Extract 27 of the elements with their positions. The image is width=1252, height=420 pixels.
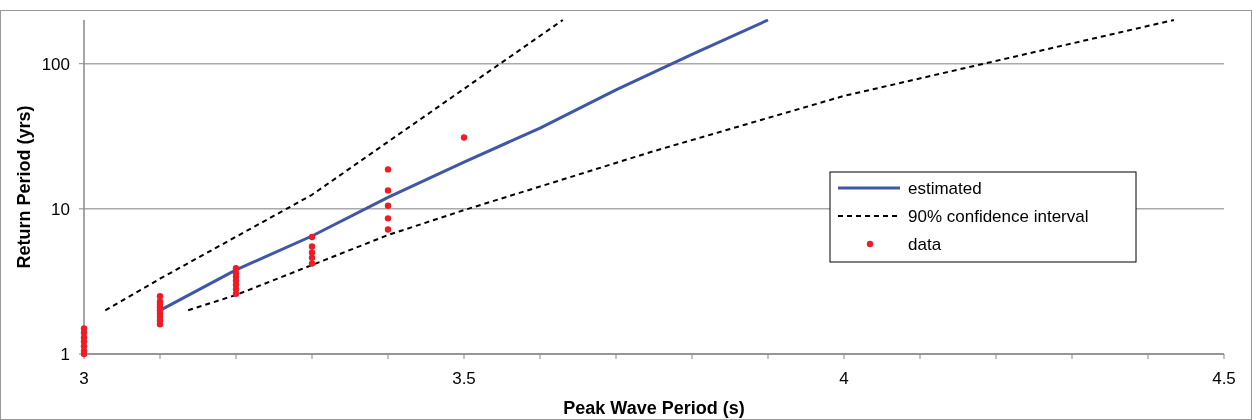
y-tick-label: 1 [60, 345, 70, 364]
line-series [187, 19, 1175, 312]
point [156, 321, 164, 328]
point [232, 290, 240, 297]
point [384, 166, 392, 173]
x-tick-label: 3 [79, 369, 89, 388]
point [384, 215, 392, 222]
legend-label: data [908, 235, 942, 254]
point [308, 243, 316, 250]
point [308, 260, 316, 267]
legend-label: estimated [908, 179, 982, 198]
x-tick-label: 4 [839, 369, 849, 388]
y-tick-label: 100 [41, 54, 70, 74]
point [384, 202, 392, 209]
legend-label: 90% confidence interval [908, 207, 1089, 226]
point [460, 134, 468, 141]
point [384, 187, 392, 194]
point [308, 254, 316, 261]
point [308, 233, 316, 241]
y-axis-title: Return Period (yrs) [14, 105, 34, 269]
point [384, 226, 392, 233]
y-tick-label: 10 [51, 199, 70, 219]
x-tick-label: 3.5 [452, 369, 476, 388]
x-tick-label: 4.5 [1212, 369, 1236, 388]
line-series [104, 19, 564, 312]
x-axis-title: Peak Wave Period (s) [563, 398, 745, 418]
point [308, 249, 316, 256]
